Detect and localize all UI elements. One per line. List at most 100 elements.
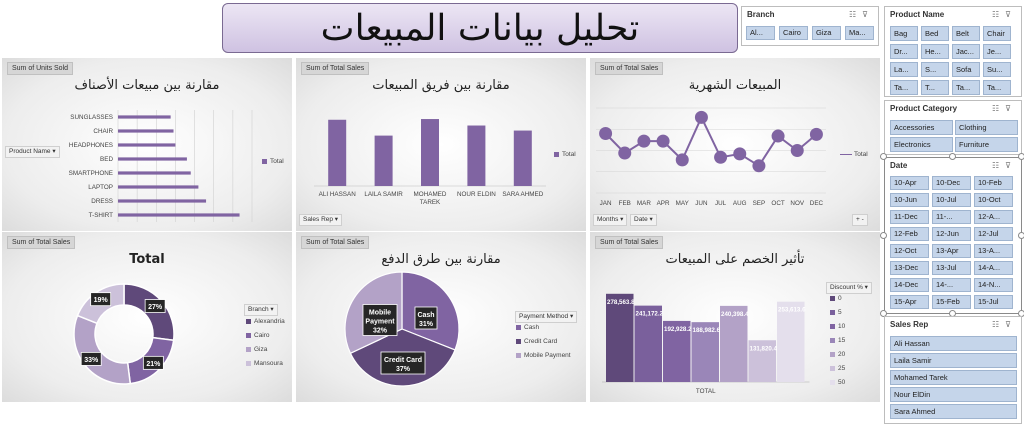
payment-field-tag[interactable]: Sum of Total Sales xyxy=(301,236,370,249)
resize-handle[interactable] xyxy=(880,153,887,160)
slicer-item-button[interactable]: Bag xyxy=(890,26,918,41)
slicer-multiselect-clear-icons[interactable]: ☷⊽ xyxy=(991,161,1017,170)
slicer-item-button[interactable]: Chair xyxy=(983,26,1011,41)
resize-handle[interactable] xyxy=(1018,232,1024,239)
slicer-item-button[interactable]: 12-A... xyxy=(974,210,1013,224)
legend-item: Mobile Payment xyxy=(516,352,571,359)
slicer-item-button[interactable]: 13-Jul xyxy=(932,261,971,275)
slicer-item-button[interactable]: Bed xyxy=(921,26,949,41)
slicer-item-button[interactable]: 12-Oct xyxy=(890,244,929,258)
monthly-sales-chart-panel[interactable]: Sum of Total Sales المبيعات الشهرية JAN F… xyxy=(590,58,880,231)
slicer-item-button[interactable]: Ali Hassan xyxy=(890,336,1017,351)
months-filter-button[interactable]: Months ▾ xyxy=(593,214,628,226)
slicer-item-button[interactable]: Dr... xyxy=(890,44,918,59)
branch-slicer[interactable]: Branch ☷⊽ Al... Cairo Giza Ma... xyxy=(741,6,879,46)
slicer-item-button[interactable]: Accessories xyxy=(890,120,953,135)
resize-handle[interactable] xyxy=(949,153,956,160)
team-field-tag[interactable]: Sum of Total Sales xyxy=(301,62,370,75)
slicer-item-button[interactable]: Sofa xyxy=(952,62,980,77)
dashboard-title-banner[interactable]: تحليل بيانات المبيعات xyxy=(222,3,738,53)
units-field-tag[interactable]: Sum of Units Sold xyxy=(7,62,74,75)
units-sold-chart-panel[interactable]: Sum of Units Sold مقارنة بين مبيعات الأص… xyxy=(2,58,292,231)
slicer-item-button[interactable]: Ta... xyxy=(952,80,980,95)
slicer-item-button[interactable]: 15-Feb xyxy=(932,295,971,309)
payment-legend-filter[interactable]: Payment Method ▾ xyxy=(515,311,578,323)
slicer-item-button[interactable]: Belt xyxy=(952,26,980,41)
slicer-item-button[interactable]: Giza xyxy=(812,26,841,40)
slicer-item-button[interactable]: He... xyxy=(921,44,949,59)
bar xyxy=(118,157,187,161)
product-name-filter-button[interactable]: Product Name ▾ xyxy=(5,146,60,158)
month-label: APR xyxy=(657,200,670,207)
slicer-item-button[interactable]: S... xyxy=(921,62,949,77)
discount-legend-filter[interactable]: Discount % ▾ xyxy=(826,282,872,294)
team-legend: Total xyxy=(554,151,576,158)
slicer-item-button[interactable]: 12-Feb xyxy=(890,227,929,241)
slicer-item-button[interactable]: 12-Jun xyxy=(932,227,971,241)
payment-chart-title: مقارنة بين طرق الدفع xyxy=(381,252,501,267)
slicer-item-button[interactable]: 15-Apr xyxy=(890,295,929,309)
date-slicer[interactable]: Date ☷⊽ 10-Apr 10-Dec 10-Feb 10-Jun 10-Jul 10… xyxy=(884,157,1022,314)
product-category-slicer[interactable]: Product Category ☷⊽ Accessories Clothing E… xyxy=(884,100,1022,155)
slicer-item-button[interactable]: 14-A... xyxy=(974,261,1013,275)
team-legend-label: Total xyxy=(562,151,576,158)
sales-rep-slicer[interactable]: Sales Rep ☷⊽ Ali Hassan Laila Samir Mohame… xyxy=(884,316,1022,424)
slicer-item-button[interactable]: Je... xyxy=(983,44,1011,59)
sales-team-chart-panel[interactable]: Sum of Total Sales مقارنة بين فريق المبي… xyxy=(296,58,586,231)
slicer-multiselect-clear-icons[interactable]: ☷⊽ xyxy=(991,10,1017,19)
slicer-item-button[interactable]: 11-Dec xyxy=(890,210,929,224)
date-filter-button[interactable]: Date ▾ xyxy=(630,214,657,226)
slicer-item-button[interactable]: 12-Jul xyxy=(974,227,1013,241)
slicer-item-button[interactable]: 10-Feb xyxy=(974,176,1013,190)
slicer-item-button[interactable]: Ma... xyxy=(845,26,874,40)
monthly-field-tag[interactable]: Sum of Total Sales xyxy=(595,62,664,75)
slicer-multiselect-clear-icons[interactable]: ☷⊽ xyxy=(991,104,1017,113)
slicer-item-button[interactable]: 13-Apr xyxy=(932,244,971,258)
discount-chart-panel[interactable]: Sum of Total Sales تأثير الخصم على المبي… xyxy=(590,232,880,402)
slicer-item-button[interactable]: T... xyxy=(921,80,949,95)
branch-legend-filter[interactable]: Branch ▾ xyxy=(244,304,278,316)
slicer-item-button[interactable]: 10-Jun xyxy=(890,193,929,207)
expand-collapse-buttons[interactable]: + - xyxy=(852,214,868,226)
branch-donut-chart-panel[interactable]: Sum of Total Sales Total 27% 21% 33% 19% Br… xyxy=(2,232,292,402)
slicer-item-button[interactable]: 14-Dec xyxy=(890,278,929,292)
legend-item: Cairo xyxy=(246,332,270,339)
discount-field-tag[interactable]: Sum of Total Sales xyxy=(595,236,664,249)
resize-handle[interactable] xyxy=(880,232,887,239)
slicer-item-button[interactable]: Furniture xyxy=(955,137,1018,152)
slicer-item-button[interactable]: Su... xyxy=(983,62,1011,77)
slicer-item-button[interactable]: 15-Jul xyxy=(974,295,1013,309)
legend-label: 0 xyxy=(838,295,842,302)
slicer-item-button[interactable]: La... xyxy=(890,62,918,77)
slicer-item-button[interactable]: Ta... xyxy=(890,80,918,95)
slicer-item-button[interactable]: 13-A... xyxy=(974,244,1013,258)
slicer-item-button[interactable]: Laila Samir xyxy=(890,353,1017,368)
resize-handle[interactable] xyxy=(1018,153,1024,160)
slicer-item-button[interactable]: Al... xyxy=(746,26,775,40)
slicer-item-button[interactable]: Jac... xyxy=(952,44,980,59)
legend-item: 25 xyxy=(830,365,845,372)
slicer-item-button[interactable]: Ta... xyxy=(983,80,1011,95)
resize-handle[interactable] xyxy=(880,310,887,317)
slicer-item-button[interactable]: Nour ElDin xyxy=(890,387,1017,402)
slicer-item-button[interactable]: 10-Oct xyxy=(974,193,1013,207)
slicer-item-button[interactable]: Sara Ahmed xyxy=(890,404,1017,419)
slicer-item-button[interactable]: 14-N... xyxy=(974,278,1013,292)
slicer-item-button[interactable]: 10-Dec xyxy=(932,176,971,190)
sales-rep-filter-button[interactable]: Sales Rep ▾ xyxy=(299,214,343,226)
slicer-item-button[interactable]: 10-Jul xyxy=(932,193,971,207)
slicer-item-button[interactable]: Electronics xyxy=(890,137,953,152)
slicer-multiselect-clear-icons[interactable]: ☷⊽ xyxy=(848,10,874,19)
slicer-item-button[interactable]: Clothing xyxy=(955,120,1018,135)
product-name-slicer[interactable]: Product Name ☷⊽ Bag Bed Belt Chair Dr... He..… xyxy=(884,6,1022,97)
slicer-item-button[interactable]: Mohamed Tarek xyxy=(890,370,1017,385)
slicer-item-button[interactable]: 13-Dec xyxy=(890,261,929,275)
branch-field-tag[interactable]: Sum of Total Sales xyxy=(7,236,76,249)
slicer-multiselect-clear-icons[interactable]: ☷⊽ xyxy=(991,320,1017,329)
slicer-item-button[interactable]: 10-Apr xyxy=(890,176,929,190)
slicer-item-button[interactable]: Cairo xyxy=(779,26,808,40)
slicer-item-button[interactable]: 11-... xyxy=(932,210,971,224)
slicer-item-button[interactable]: 14-... xyxy=(932,278,971,292)
payment-pie-chart-panel[interactable]: Sum of Total Sales مقارنة بين طرق الدفع … xyxy=(296,232,586,402)
